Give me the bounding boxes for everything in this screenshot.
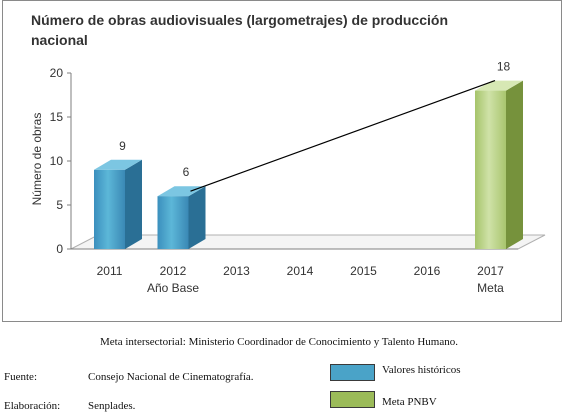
- chart-marks: 9 6 18: [94, 60, 523, 249]
- x-tick-label: 2013: [223, 264, 250, 278]
- trend-line: [190, 80, 496, 192]
- x-tick-label: 2017: [477, 264, 504, 278]
- bar: [157, 196, 189, 249]
- y-tick-label: 15: [50, 110, 64, 124]
- legend-swatch-historicos: [330, 364, 375, 381]
- bar-top: [94, 159, 142, 170]
- chart-title-line-1: Número de obras audiovisuales (largometr…: [31, 12, 448, 28]
- y-tick-label: 5: [56, 198, 63, 212]
- data-label: 6: [183, 165, 190, 179]
- bar-side: [188, 186, 206, 249]
- x-tick-sublabel: Año Base: [147, 281, 199, 295]
- chart-title-line-2: nacional: [31, 32, 88, 48]
- x-tick-label: 2011: [97, 264, 123, 278]
- chart-svg: Número de obras audiovisuales (largometr…: [30, 12, 546, 295]
- x-tick-label: 2012: [160, 264, 187, 278]
- elaboracion-label: Elaboración:: [4, 400, 61, 412]
- y-axis-label: Número de obras: [30, 113, 44, 206]
- x-tick-label: 2014: [287, 264, 314, 278]
- bar-side: [125, 159, 142, 249]
- y-tick-label: 20: [50, 66, 64, 80]
- fuente-label: Fuente:: [4, 371, 37, 383]
- floor-plane: [70, 234, 546, 250]
- bar: [475, 90, 506, 249]
- bar-side: [506, 80, 523, 249]
- legend-label-historicos: Valores históricos: [382, 364, 461, 376]
- fuente-value: Consejo Nacional de Cinematografía.: [88, 371, 254, 383]
- elaboracion-value: Senplades.: [88, 400, 136, 412]
- legend-label-meta: Meta PNBV: [382, 396, 437, 408]
- y-tick-label: 10: [50, 154, 64, 168]
- bar-top: [475, 80, 523, 91]
- x-tick-label: 2016: [414, 264, 441, 278]
- chart-frame: Número de obras audiovisuales (largometr…: [2, 0, 562, 322]
- data-label: 9: [119, 139, 126, 153]
- data-label: 18: [497, 60, 511, 74]
- x-tick-label: 2015: [350, 264, 377, 278]
- bar: [94, 169, 125, 249]
- legend-swatch-meta: [330, 391, 375, 408]
- y-tick-label: 0: [56, 242, 63, 256]
- meta-note: Meta intersectorial: Ministerio Coordina…: [100, 336, 458, 348]
- x-tick-sublabel: Meta: [477, 281, 504, 295]
- bar-top: [157, 186, 206, 197]
